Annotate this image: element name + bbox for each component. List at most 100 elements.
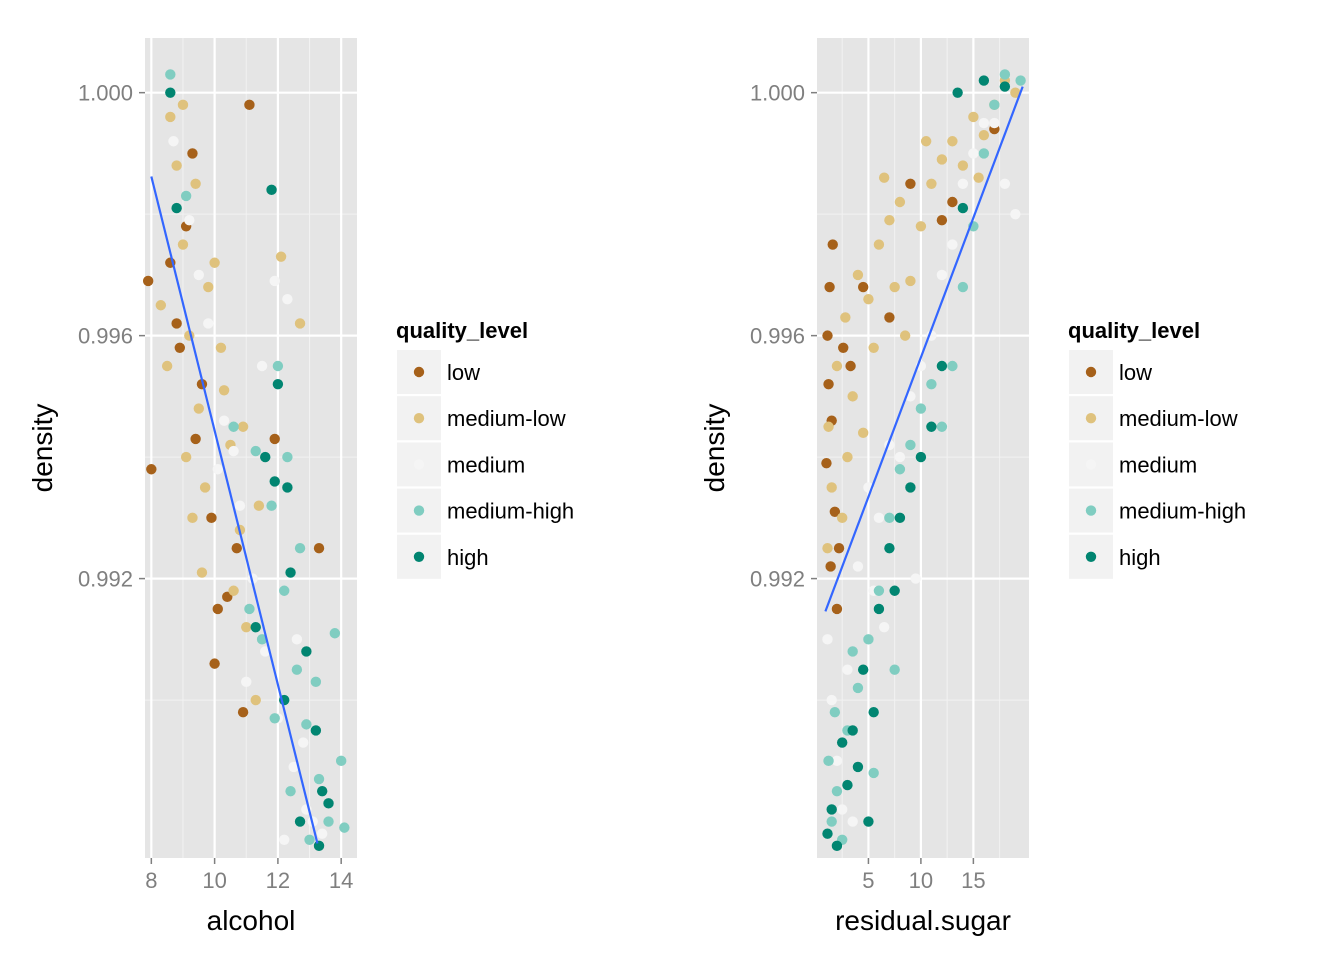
data-point — [171, 202, 182, 214]
data-point — [161, 360, 173, 372]
data-point — [313, 840, 325, 852]
data-point — [199, 482, 211, 493]
legend-key-swatch — [413, 366, 425, 378]
data-point — [256, 634, 268, 645]
data-point — [301, 719, 312, 730]
x-tick-label: 15 — [961, 868, 985, 893]
data-point — [269, 275, 280, 287]
data-point — [165, 69, 176, 80]
data-point — [968, 111, 979, 123]
data-point — [206, 512, 217, 524]
y-tick-label: 1.000 — [78, 81, 133, 106]
data-point — [203, 318, 214, 329]
x-tick-label: 10 — [202, 868, 226, 893]
data-point — [847, 391, 858, 402]
legend-key-swatch — [413, 413, 425, 424]
data-point — [863, 816, 874, 827]
data-point — [926, 178, 937, 189]
data-point — [184, 215, 195, 226]
data-point — [196, 567, 208, 578]
y-tick-label: 0.992 — [750, 567, 805, 592]
data-point — [250, 621, 261, 633]
data-point — [282, 482, 293, 493]
data-point — [250, 694, 261, 706]
data-point — [212, 603, 223, 615]
data-point — [825, 561, 836, 572]
data-point — [999, 178, 1011, 189]
data-point — [203, 281, 214, 293]
data-point — [285, 567, 296, 578]
data-point — [973, 172, 984, 183]
data-point — [294, 816, 306, 827]
data-point — [155, 300, 167, 311]
data-point — [968, 148, 979, 159]
data-point — [873, 585, 885, 596]
data-point — [842, 664, 853, 675]
data-point — [310, 725, 322, 736]
data-point — [884, 312, 895, 323]
data-point — [824, 281, 835, 293]
data-point — [275, 251, 287, 262]
data-point — [313, 773, 325, 785]
data-point — [957, 281, 969, 293]
data-point — [845, 360, 856, 372]
data-point — [836, 804, 848, 815]
data-point — [823, 755, 834, 767]
data-point — [831, 755, 843, 767]
data-point — [889, 281, 900, 293]
legend-label: medium-high — [1119, 499, 1246, 524]
data-point — [947, 196, 958, 208]
data-point — [894, 451, 906, 463]
data-point — [171, 318, 182, 329]
data-point — [339, 822, 350, 833]
data-point — [228, 445, 239, 457]
data-point — [852, 761, 864, 773]
data-point — [894, 196, 906, 208]
x-axis-title: alcohol — [207, 905, 296, 936]
data-point — [999, 81, 1011, 92]
data-point — [863, 293, 874, 305]
data-point — [193, 269, 204, 281]
data-point — [260, 646, 271, 657]
data-point — [260, 451, 271, 463]
legend-key-swatch — [413, 551, 425, 562]
data-point — [952, 87, 963, 98]
y-tick-label: 0.992 — [78, 567, 133, 592]
y-axis-title: density — [27, 404, 58, 493]
data-point — [905, 178, 916, 189]
data-point — [884, 215, 895, 226]
data-point — [905, 439, 916, 451]
data-point — [947, 136, 958, 147]
data-point — [826, 482, 837, 493]
legend-title: quality_level — [1068, 318, 1200, 343]
data-point — [920, 136, 932, 147]
data-point — [905, 482, 916, 493]
legend-label: medium-low — [1119, 406, 1238, 431]
data-point — [313, 543, 325, 554]
legend-label: high — [1119, 545, 1161, 570]
data-point — [857, 664, 869, 675]
data-point — [829, 707, 841, 718]
data-point — [237, 707, 249, 718]
data-point — [822, 634, 833, 645]
data-point — [266, 184, 277, 196]
data-point — [180, 190, 192, 202]
data-point — [842, 451, 853, 463]
data-point — [218, 385, 230, 396]
data-point — [873, 603, 885, 615]
legend-key-swatch — [413, 459, 425, 470]
legend-label: low — [1119, 360, 1152, 385]
data-point — [878, 172, 890, 183]
data-point — [936, 154, 948, 165]
data-point — [910, 573, 921, 584]
data-point — [294, 543, 306, 554]
data-point — [873, 512, 885, 524]
data-point — [857, 427, 869, 439]
data-point — [279, 834, 290, 845]
x-axis-title: residual.sugar — [835, 905, 1011, 936]
legend-label: medium-low — [447, 406, 566, 431]
data-point — [1010, 208, 1021, 220]
data-point — [241, 676, 252, 688]
data-point — [218, 415, 230, 426]
